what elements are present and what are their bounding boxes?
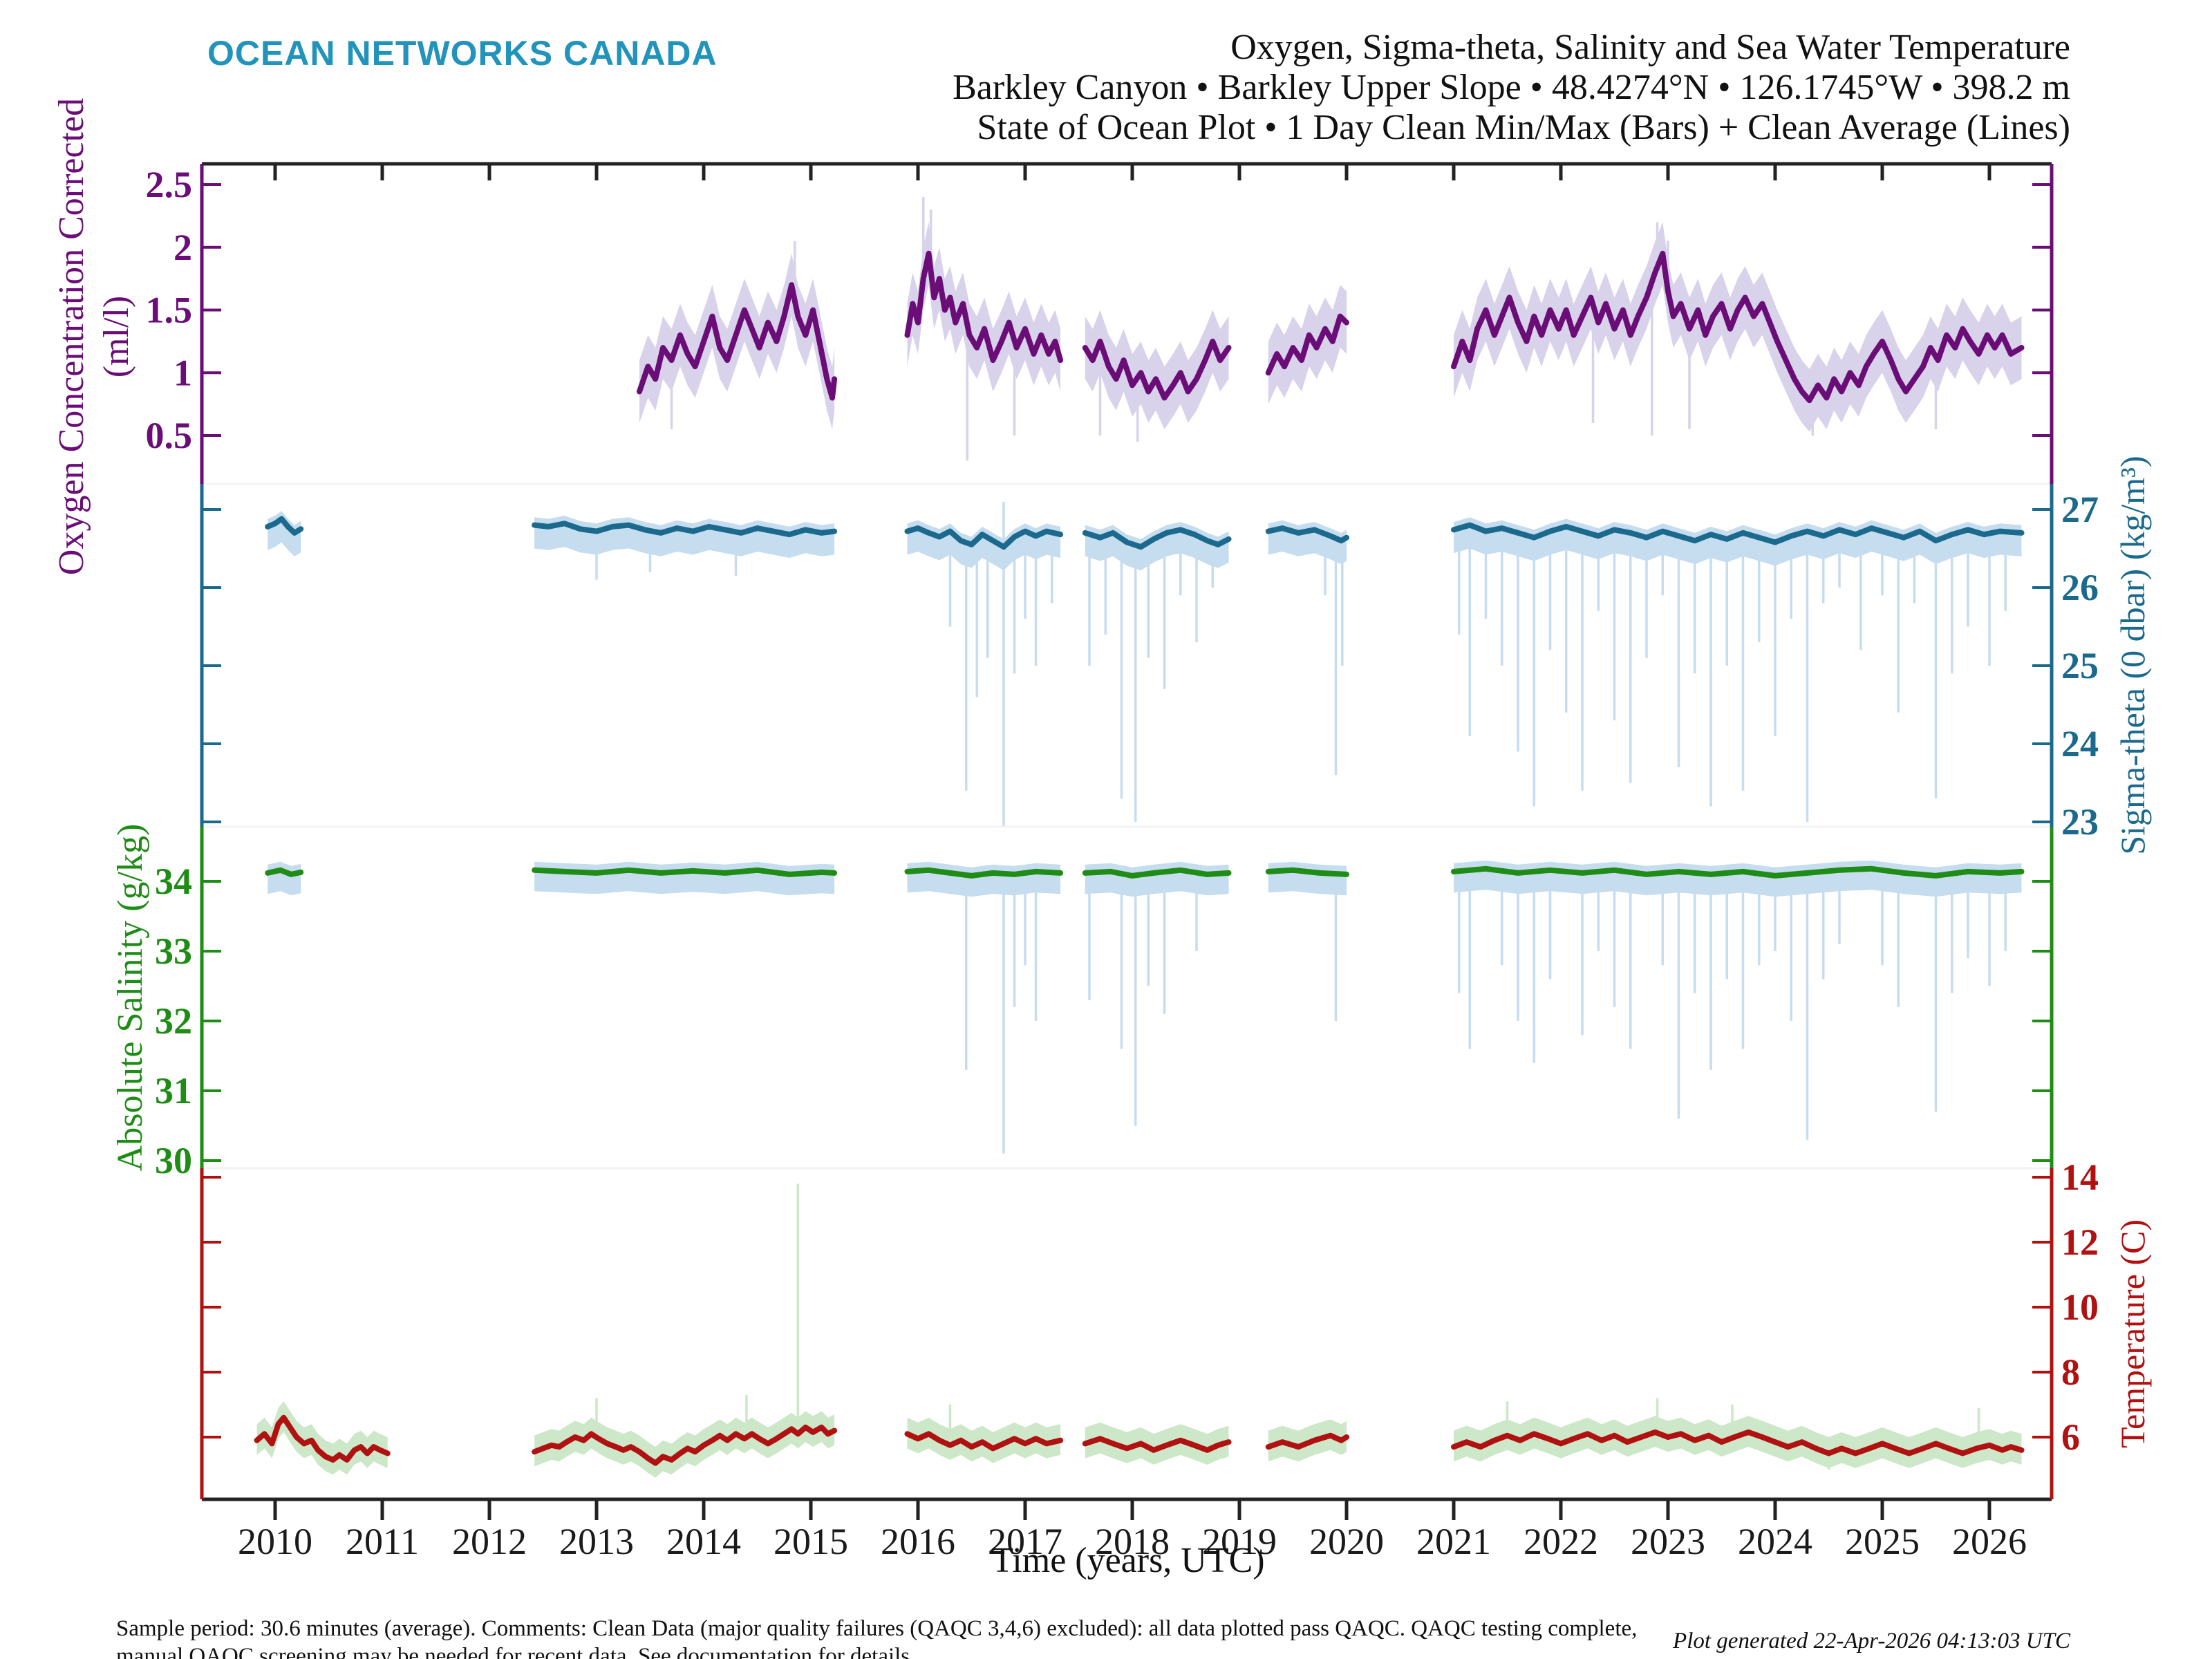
temperature-average-line (254, 1414, 391, 1463)
temperature-average-line (532, 1424, 838, 1466)
salinity-average-line (1082, 867, 1232, 879)
salinity-average-line (1451, 865, 2025, 879)
temperature-minmax-band (256, 1401, 388, 1475)
footer-line1: Sample period: 30.6 minutes (average). C… (116, 1616, 1638, 1641)
y-axis-title-temperature: Temperature (C) (2113, 1219, 2152, 1448)
oxygen-minmax-band (1454, 222, 2022, 432)
y-tick-label-salinity: 30 (155, 1140, 192, 1181)
x-tick-label: 2025 (1845, 1521, 1920, 1562)
y-axis-title-sigma-theta: Sigma-theta (0 dbar) (kg/m³) (2113, 456, 2152, 854)
y-tick-label-temperature: 10 (2061, 1286, 2099, 1328)
y-tick-label-sigma-theta: 26 (2061, 567, 2099, 608)
plot-title-line1: Oxygen, Sigma-theta, Salinity and Sea Wa… (1230, 28, 2070, 67)
y-tick-label-salinity: 33 (155, 930, 192, 972)
y-tick-label-temperature: 12 (2061, 1221, 2099, 1263)
y-axis-title-units-oxygen: (ml/l) (97, 296, 136, 377)
y-tick-label-sigma-theta: 27 (2061, 489, 2099, 530)
x-tick-label: 2012 (452, 1521, 527, 1562)
y-tick-label-oxygen: 2.5 (146, 164, 193, 205)
footer-comments: Sample period: 30.6 minutes (average). C… (116, 1615, 1775, 1659)
salinity-average-line (904, 867, 1064, 879)
y-tick-label-temperature: 8 (2061, 1351, 2080, 1393)
x-tick-label: 2010 (238, 1521, 312, 1562)
salinity-average-line (265, 867, 304, 877)
x-tick-label: 2014 (666, 1521, 741, 1562)
temperature-minmax-band (1085, 1422, 1229, 1465)
temperature-average-line (1082, 1436, 1232, 1453)
oxygen-average-line (1082, 338, 1232, 401)
oxygen-minmax-band (907, 222, 1061, 392)
plot-generated-timestamp: Plot generated 22-Apr-2026 04:13:03 UTC (1673, 1629, 2070, 1653)
plot-title-line3: State of Ocean Plot • 1 Day Clean Min/Ma… (977, 108, 2070, 147)
y-tick-label-oxygen: 1.5 (146, 290, 193, 331)
sigma-theta-average-line (265, 516, 304, 536)
temperature-average-line (904, 1431, 1064, 1452)
sigma-theta-average-line (1451, 522, 2025, 545)
oxygen-average-line (637, 282, 838, 401)
y-tick-label-salinity: 31 (155, 1070, 192, 1112)
y-tick-label-sigma-theta: 25 (2061, 645, 2099, 686)
y-tick-label-temperature: 14 (2061, 1156, 2099, 1198)
sigma-theta-minmax-band (907, 520, 1061, 571)
oxygen-minmax-band (639, 253, 835, 429)
y-tick-label-sigma-theta: 24 (2061, 723, 2099, 765)
salinity-minmax-band (907, 861, 1061, 897)
plot-title-block: Oxygen, Sigma-theta, Salinity and Sea Wa… (688, 28, 2070, 148)
oxygen-minmax-band (1085, 310, 1229, 429)
salinity-minmax-band (268, 861, 301, 896)
oxygen-average-line (904, 250, 1064, 364)
y-tick-label-sigma-theta: 23 (2061, 801, 2099, 843)
salinity-minmax-band (1085, 861, 1229, 897)
temperature-average-line (1265, 1432, 1349, 1450)
salinity-average-line (1265, 867, 1349, 877)
y-tick-label-temperature: 6 (2061, 1416, 2080, 1458)
x-tick-label: 2021 (1416, 1521, 1491, 1562)
oxygen-average-line (1265, 313, 1349, 376)
temperature-minmax-band (534, 1411, 835, 1478)
x-tick-label: 2023 (1631, 1521, 1705, 1562)
x-tick-label: 2013 (559, 1521, 634, 1562)
y-axis-title-salinity: Absolute Salinity (g/kg) (111, 824, 150, 1172)
ocean-networks-canada-logo: OCEAN NETWORKS CANADA (207, 34, 718, 73)
salinity-minmax-band (534, 861, 835, 896)
y-tick-label-salinity: 32 (155, 1000, 192, 1042)
x-tick-label: 2019 (1202, 1521, 1277, 1562)
x-axis-title: Time (years, UTC) (991, 1541, 1265, 1580)
y-tick-label-oxygen: 1 (174, 352, 192, 393)
x-tick-label: 2020 (1309, 1521, 1384, 1562)
temperature-average-line (1451, 1429, 2025, 1456)
x-tick-label: 2011 (346, 1521, 419, 1562)
x-tick-label: 2017 (988, 1521, 1062, 1562)
sigma-theta-average-line (1082, 527, 1232, 550)
sigma-theta-average-line (1265, 525, 1349, 544)
sigma-theta-average-line (904, 525, 1064, 550)
salinity-average-line (532, 867, 838, 877)
temperature-minmax-band (1454, 1416, 2022, 1468)
x-tick-label: 2026 (1952, 1521, 2027, 1562)
footer-line2: manual QAQC screening may be needed for … (116, 1644, 916, 1659)
y-tick-label-oxygen: 0.5 (146, 415, 193, 456)
oxygen-average-line (1451, 250, 2025, 404)
plot-title-line2: Barkley Canyon • Barkley Upper Slope • 4… (953, 68, 2070, 107)
x-tick-label: 2016 (881, 1521, 955, 1562)
sigma-theta-average-line (532, 521, 838, 538)
x-tick-label: 2024 (1738, 1521, 1812, 1562)
x-tick-label: 2022 (1524, 1521, 1598, 1562)
x-tick-label: 2018 (1095, 1521, 1170, 1562)
y-tick-label-salinity: 34 (155, 861, 192, 902)
y-axis-title-oxygen: Oxygen Concentration Corrected (52, 98, 91, 575)
x-tick-label: 2015 (774, 1521, 848, 1562)
y-tick-label-oxygen: 2 (174, 227, 192, 268)
